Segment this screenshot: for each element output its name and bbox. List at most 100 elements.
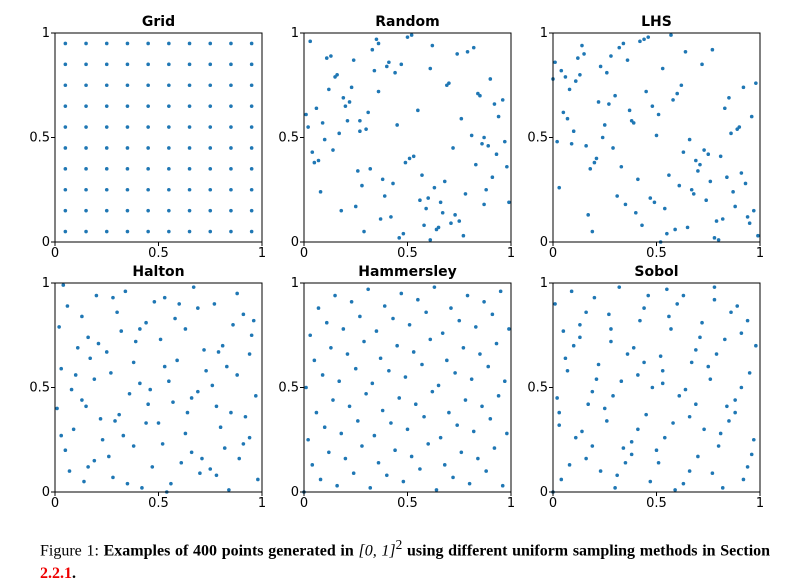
point (167, 104, 171, 108)
point (306, 437, 310, 442)
point (378, 217, 383, 221)
point (125, 146, 130, 150)
point (694, 158, 698, 163)
point (208, 62, 213, 67)
point (214, 404, 219, 409)
point (399, 62, 404, 67)
point (229, 62, 233, 67)
point (61, 283, 66, 287)
point (683, 50, 688, 54)
point (370, 381, 375, 386)
point (627, 108, 632, 113)
point (104, 350, 109, 354)
point (146, 104, 150, 108)
point (312, 358, 317, 363)
point (104, 62, 109, 67)
point (210, 383, 215, 388)
point (660, 368, 665, 373)
point (592, 160, 597, 165)
point (654, 448, 659, 453)
point (337, 379, 341, 384)
point (104, 41, 109, 46)
point (457, 219, 462, 223)
point (700, 320, 704, 325)
point (727, 95, 731, 100)
point (318, 477, 323, 482)
point (382, 194, 387, 198)
point (617, 285, 622, 289)
point (611, 394, 615, 398)
point (229, 83, 233, 88)
point (445, 358, 449, 363)
point (594, 156, 599, 161)
point (478, 93, 482, 98)
point (322, 137, 327, 142)
panel-title: Random (375, 14, 439, 30)
point (445, 83, 449, 88)
point (660, 66, 665, 71)
point (387, 60, 391, 65)
point (696, 169, 700, 173)
point (208, 125, 213, 129)
point (331, 148, 335, 152)
point (249, 125, 254, 129)
point (712, 285, 717, 289)
point (745, 215, 750, 219)
point (171, 400, 175, 404)
point (494, 341, 499, 346)
point (725, 175, 729, 180)
point (249, 333, 254, 338)
point (569, 141, 574, 146)
point (457, 318, 462, 323)
point (117, 412, 121, 417)
point (580, 43, 584, 48)
point (343, 104, 348, 108)
point (596, 100, 601, 104)
point (376, 460, 381, 465)
point (63, 104, 68, 108)
y-tick-label: 0 (42, 485, 50, 500)
point (94, 293, 99, 298)
point (636, 373, 640, 377)
point (673, 488, 677, 492)
point (555, 396, 559, 400)
point (251, 318, 256, 323)
point (138, 327, 142, 331)
point (438, 200, 443, 205)
x-tick-label: 1 (507, 246, 515, 261)
point (681, 293, 686, 298)
point (335, 73, 339, 77)
point (393, 448, 397, 453)
point (380, 177, 385, 182)
point (754, 81, 758, 85)
point (416, 297, 420, 302)
section-ref[interactable]: 2.2.1 (40, 565, 72, 583)
point (646, 293, 651, 298)
point (735, 304, 740, 308)
point (418, 198, 422, 202)
point (689, 187, 694, 192)
point (675, 91, 679, 96)
point (687, 469, 692, 473)
point (187, 62, 192, 67)
point (133, 339, 138, 344)
point (594, 377, 599, 381)
point (708, 179, 713, 184)
point (430, 43, 435, 48)
point (146, 187, 150, 192)
point (144, 320, 148, 325)
point (187, 229, 192, 234)
point (341, 95, 346, 100)
point (125, 167, 130, 171)
point (739, 171, 744, 175)
point (492, 102, 497, 106)
point (191, 285, 196, 289)
point (463, 192, 468, 196)
point (557, 423, 562, 427)
point (442, 179, 447, 184)
panel-title: LHS (641, 14, 672, 30)
point (59, 366, 64, 371)
point (486, 364, 491, 369)
point (607, 102, 611, 106)
